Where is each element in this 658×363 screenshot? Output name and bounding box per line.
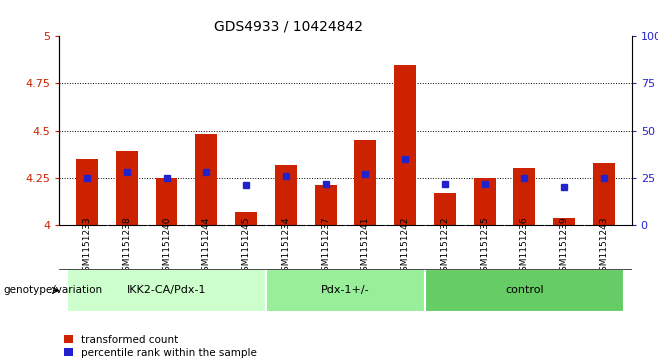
Text: GSM1151233: GSM1151233 xyxy=(82,216,91,277)
Title: GDS4933 / 10424842: GDS4933 / 10424842 xyxy=(214,20,363,34)
Text: GSM1151239: GSM1151239 xyxy=(559,216,569,277)
Bar xyxy=(275,165,297,225)
Bar xyxy=(156,178,178,225)
Bar xyxy=(593,163,615,225)
Text: GSM1151243: GSM1151243 xyxy=(599,217,609,277)
Bar xyxy=(553,217,575,225)
Text: GSM1151245: GSM1151245 xyxy=(241,217,251,277)
Bar xyxy=(355,140,376,225)
Bar xyxy=(116,151,138,225)
Text: GSM1151234: GSM1151234 xyxy=(282,217,290,277)
Bar xyxy=(315,185,336,225)
Bar xyxy=(76,159,98,225)
Bar xyxy=(394,65,416,225)
Text: GSM1151237: GSM1151237 xyxy=(321,216,330,277)
Bar xyxy=(425,269,624,312)
Bar xyxy=(235,212,257,225)
Bar xyxy=(474,178,495,225)
Text: GSM1151242: GSM1151242 xyxy=(401,217,409,277)
Text: GSM1151236: GSM1151236 xyxy=(520,216,529,277)
Text: GSM1151232: GSM1151232 xyxy=(440,217,449,277)
Text: control: control xyxy=(505,285,544,295)
Text: Pdx-1+/-: Pdx-1+/- xyxy=(321,285,370,295)
Bar xyxy=(434,193,456,225)
Legend: transformed count, percentile rank within the sample: transformed count, percentile rank withi… xyxy=(64,335,257,358)
Bar xyxy=(67,269,266,312)
Bar xyxy=(195,134,217,225)
Text: GSM1151240: GSM1151240 xyxy=(162,217,171,277)
Text: GSM1151241: GSM1151241 xyxy=(361,217,370,277)
Bar xyxy=(266,269,425,312)
Text: genotype/variation: genotype/variation xyxy=(3,285,103,295)
Text: GSM1151244: GSM1151244 xyxy=(202,217,211,277)
Bar xyxy=(513,168,535,225)
Text: IKK2-CA/Pdx-1: IKK2-CA/Pdx-1 xyxy=(127,285,207,295)
Text: GSM1151235: GSM1151235 xyxy=(480,216,489,277)
Text: GSM1151238: GSM1151238 xyxy=(122,216,132,277)
